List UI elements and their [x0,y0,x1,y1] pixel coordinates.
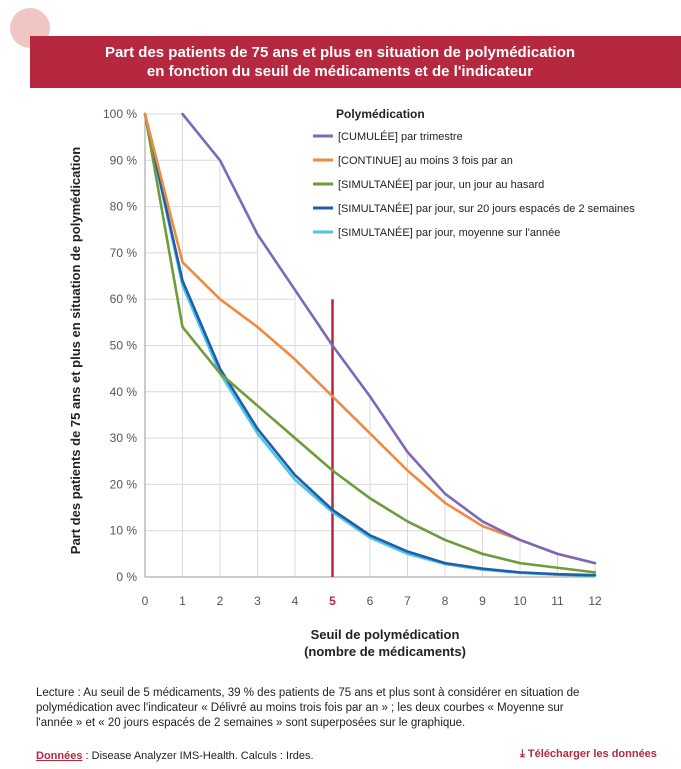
legend-entry: [SIMULTANÉE] par jour, sur 20 jours espa… [338,202,635,215]
x-tick-label: 6 [367,594,374,608]
legend-title: Polymédication [336,107,425,121]
x-tick-label: 9 [479,594,486,608]
chart-title-line2: en fonction du seuil de médicaments et d… [146,63,534,80]
source-text: : Disease Analyzer IMS-Health. Calculs :… [82,750,314,762]
x-tick-label: 0 [142,594,149,608]
legend-entry: [SIMULTANÉE] par jour, un jour au hasard [338,178,544,191]
y-tick-label: 40 % [110,385,138,399]
x-tick-label: 10 [513,594,527,608]
reading-line1: Lecture : Au seuil de 5 médicaments, 39 … [36,687,580,699]
series-line [143,112,597,577]
x-tick-label: 3 [254,594,261,608]
chart-title-banner: Part des patients de 75 ans et plus en s… [30,36,681,88]
legend-entry: [CUMULÉE] par trimestre [338,130,463,143]
series-line [181,112,597,565]
y-tick-label: 10 % [110,524,138,538]
x-tick-label: 4 [292,594,299,608]
x-tick-label: 11 [551,594,564,608]
x-axis-title-line2: (nombre de médicaments) [304,644,466,659]
x-tick-label: 8 [442,594,449,608]
y-tick-label: 60 % [110,292,138,306]
x-tick-label: 2 [217,594,224,608]
x-tick-label: 12 [588,594,602,608]
legend-entry: [SIMULTANÉE] par jour, moyenne sur l'ann… [338,226,560,239]
y-tick-label: 0 % [116,570,137,584]
source-note: Données : Disease Analyzer IMS-Health. C… [36,750,314,762]
download-label: Télécharger les données [527,748,657,760]
x-tick-label: 5 [329,594,336,608]
chart-title-line1: Part des patients de 75 ans et plus en s… [104,44,576,61]
series-line [143,112,597,574]
line-chart: 0 % 10 % 20 % 30 % 40 % 50 % 60 % 70 % 80 % 90 % 1… [68,107,635,659]
y-tick-label: 90 % [110,153,138,167]
x-tick-label: 7 [404,594,411,608]
y-tick-label: 70 % [110,246,138,260]
y-tick-label: 80 % [110,200,138,214]
x-axis-title-line1: Seuil de polymédication [311,627,460,642]
reading-line2: polymédication avec l'indicateur « Déliv… [36,702,564,714]
reading-line3: l'année » et « 20 jours espacés de 2 sem… [36,717,466,729]
reading-note: Lecture : Au seuil de 5 médicaments, 39 … [36,686,681,731]
y-tick-label: 50 % [110,339,138,353]
y-tick-label: 30 % [110,431,138,445]
legend-entry: [CONTINUE] au moins 3 fois par an [338,155,513,167]
source-label: Données [36,750,83,762]
y-tick-label: 20 % [110,477,138,491]
x-tick-label: 1 [179,594,186,608]
y-axis-title: Part des patients de 75 ans et plus en s… [68,147,83,554]
download-icon: ⤓ [520,748,528,760]
y-tick-label: 100 % [103,107,137,121]
download-data-link[interactable]: ⤓ Télécharger les données [520,748,657,761]
